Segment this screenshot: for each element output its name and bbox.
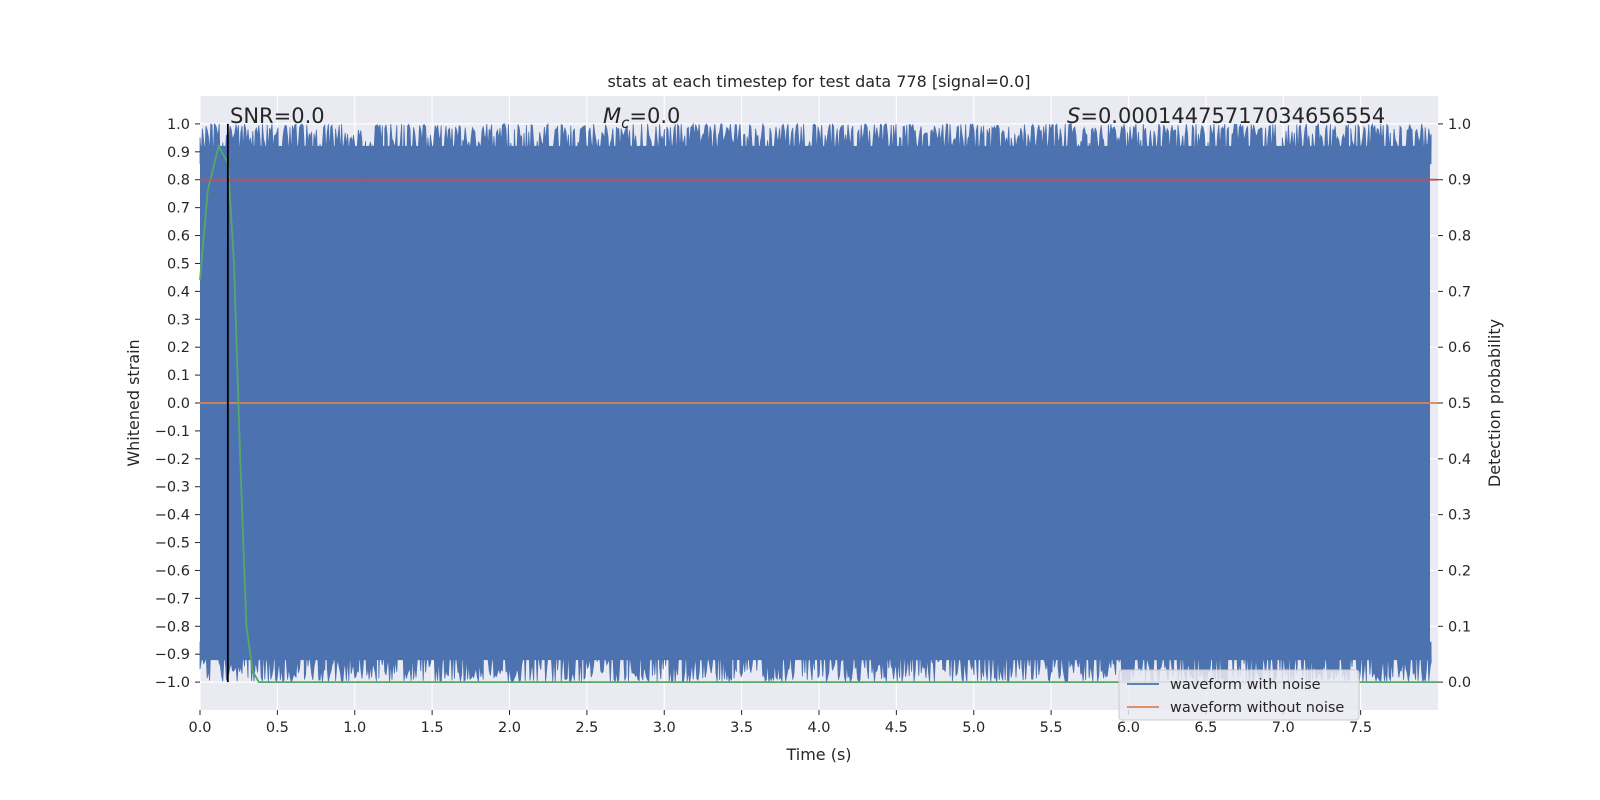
y-right-tick-label-9: 0.1: [1448, 619, 1471, 635]
legend-box: [1118, 669, 1360, 721]
y-ticks-right: 1.0 0.9 0.8 0.7 0.6 0.5 0.4 0.3 0.2 0.1 0.0: [1438, 117, 1471, 691]
y-tick-label-9: 0.1: [167, 368, 190, 384]
y-tick-label-16: −0.6: [155, 563, 190, 579]
x-tick-label-1: 0.5: [266, 720, 289, 736]
x-tick-label-14: 7.0: [1272, 720, 1295, 736]
x-tick-label-4: 2.0: [498, 720, 521, 736]
mc-value: =0.0: [629, 104, 680, 128]
overlays: [199, 123, 1438, 683]
x-tick-label-10: 5.0: [962, 720, 985, 736]
x-ticks: 0.0 0.5 1.0 1.5 2.0 2.5 3.0 3.5 4.0 4.5 5.0 5.5 6.0 6…: [188, 710, 1372, 736]
s-annotation: S=0.00014475717034656554: [1067, 104, 1385, 128]
noise-upper-envelope: [199, 122, 1432, 247]
x-axis-label: Time (s): [785, 745, 851, 764]
x-tick-label-9: 4.5: [885, 720, 908, 736]
y-tick-label-6: 0.4: [167, 284, 190, 300]
y-tick-label-15: −0.5: [155, 536, 190, 552]
legend-entry-noise: waveform with noise: [1170, 677, 1321, 693]
y-right-tick-label-10: 0.0: [1448, 675, 1471, 691]
y-right-tick-label-1: 0.9: [1448, 173, 1471, 189]
x-tick-label-7: 3.5: [730, 720, 753, 736]
x-tick-label-8: 4.0: [807, 720, 830, 736]
x-tick-label-6: 3.0: [653, 720, 676, 736]
chart-title: stats at each timestep for test data 778…: [607, 72, 1030, 91]
y-right-tick-label-8: 0.2: [1448, 563, 1471, 579]
noise-lower-envelope: [199, 558, 1432, 684]
x-tick-label-5: 2.5: [575, 720, 598, 736]
x-tick-label-3: 1.5: [421, 720, 444, 736]
mc-symbol: M: [603, 104, 621, 128]
y-right-tick-label-6: 0.4: [1448, 452, 1471, 468]
x-tick-label-11: 5.5: [1040, 720, 1063, 736]
y-tick-label-8: 0.2: [167, 340, 190, 356]
y-tick-label-1: 0.9: [167, 145, 190, 161]
y-axis-label-right: Detection probability: [1485, 319, 1504, 487]
y-tick-label-2: 0.8: [167, 173, 190, 189]
x-tick-label-13: 6.5: [1194, 720, 1217, 736]
y-tick-label-20: −1.0: [155, 675, 190, 691]
y-tick-label-11: −0.1: [155, 424, 190, 440]
legend-entry-clean: waveform without noise: [1170, 700, 1344, 716]
y-right-tick-label-2: 0.8: [1448, 229, 1471, 245]
y-right-tick-label-4: 0.6: [1448, 340, 1471, 356]
y-tick-label-17: −0.7: [155, 591, 190, 607]
x-tick-label-0: 0.0: [188, 720, 211, 736]
y-axis-label: Whitened strain: [124, 339, 143, 466]
y-tick-label-13: −0.3: [155, 480, 190, 496]
s-value: =0.00014475717034656554: [1080, 104, 1385, 128]
series-detection-probability: [199, 143, 1438, 683]
y-tick-label-3: 0.7: [167, 201, 190, 217]
s-symbol: S: [1067, 104, 1080, 128]
y-right-tick-label-5: 0.5: [1448, 396, 1471, 412]
x-tick-label-2: 1.0: [343, 720, 366, 736]
y-tick-label-10: 0.0: [167, 396, 190, 412]
y-right-tick-label-0: 1.0: [1448, 117, 1471, 133]
y-tick-label-19: −0.9: [155, 647, 190, 663]
y-right-tick-label-3: 0.7: [1448, 284, 1471, 300]
snr-annotation: SNR=0.0: [230, 104, 325, 128]
y-tick-label-5: 0.5: [167, 256, 190, 272]
mc-annotation: Mc=0.0: [603, 104, 680, 132]
y-tick-label-7: 0.3: [167, 312, 190, 328]
y-ticks: 1.0 0.9 0.8 0.7 0.6 0.5 0.4 0.3 0.2 0.1 0.0 −0.1 −0.…: [155, 117, 200, 691]
y-tick-label-14: −0.4: [155, 508, 190, 524]
x-tick-label-12: 6.0: [1117, 720, 1140, 736]
y-tick-label-12: −0.2: [155, 452, 190, 468]
legend: waveform with noise waveform without noi…: [1118, 669, 1360, 721]
x-tick-label-15: 7.5: [1349, 720, 1372, 736]
y-tick-label-0: 1.0: [167, 117, 190, 133]
y-right-tick-label-7: 0.3: [1448, 508, 1471, 524]
y-tick-label-18: −0.8: [155, 619, 190, 635]
mc-subscript: c: [621, 114, 630, 132]
y-tick-label-4: 0.6: [167, 229, 190, 245]
